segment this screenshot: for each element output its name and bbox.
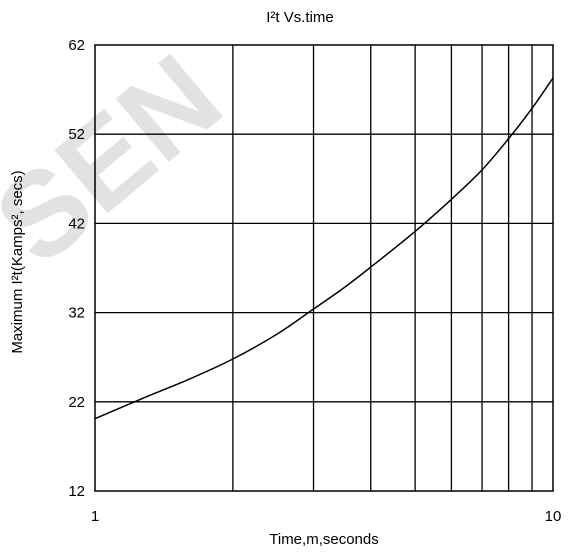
y-axis-title: Maximum I²t(Kamps², secs) [9, 170, 26, 353]
chart-title: I²t Vs.time [266, 9, 334, 26]
series-line [94, 77, 554, 420]
y-tick-label: 62 [68, 37, 85, 54]
y-tick-label: 32 [68, 305, 85, 322]
y-tick-labels: 12 22 32 42 52 62 [68, 37, 85, 500]
y-tick-label: 42 [68, 215, 85, 232]
x-tick-label: 1 [91, 508, 99, 525]
y-tick-label: 12 [68, 483, 85, 500]
grid [95, 45, 553, 491]
x-axis-title: Time,m,seconds [269, 531, 378, 548]
y-tick-label: 52 [68, 126, 85, 143]
plot-area-frame [94, 44, 554, 492]
x-tick-label: 10 [545, 508, 562, 525]
watermark: SEN [0, 29, 246, 290]
y-tick-label: 22 [68, 394, 85, 411]
x-tick-labels: 1 10 [91, 508, 562, 525]
